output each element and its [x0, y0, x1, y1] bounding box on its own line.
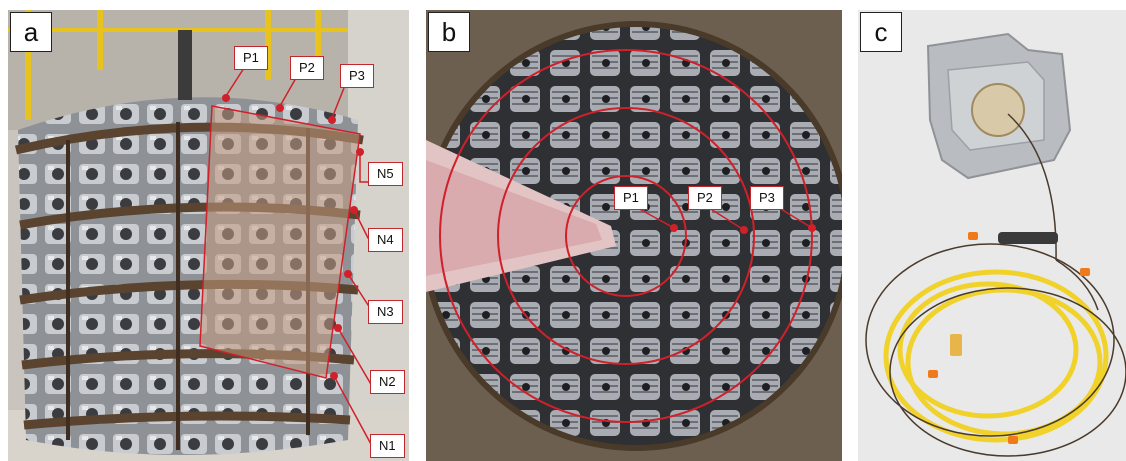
- panel-letter-c: c: [860, 12, 902, 52]
- panel-a-photo: a P1 P2 P3 N5 N4 N3 N2 N1: [8, 10, 409, 461]
- label-p2: P2: [290, 56, 324, 80]
- panel-b-photo: b P1 P2 P3: [426, 10, 842, 461]
- panel-letter-a: a: [10, 12, 52, 52]
- label-p3: P3: [750, 186, 784, 210]
- sensor-and-cable-image: [858, 10, 1126, 461]
- label-n5: N5: [368, 162, 403, 186]
- label-p3: P3: [340, 64, 374, 88]
- label-n4: N4: [368, 228, 403, 252]
- label-n1: N1: [370, 434, 405, 458]
- label-p2: P2: [688, 186, 722, 210]
- label-p1: P1: [234, 46, 268, 70]
- panel-letter-b: b: [428, 12, 470, 52]
- label-p1: P1: [614, 186, 648, 210]
- panel-c-photo: c: [858, 10, 1126, 461]
- rack-top-view-image: [426, 10, 842, 461]
- label-n3: N3: [368, 300, 403, 324]
- label-n2: N2: [370, 370, 405, 394]
